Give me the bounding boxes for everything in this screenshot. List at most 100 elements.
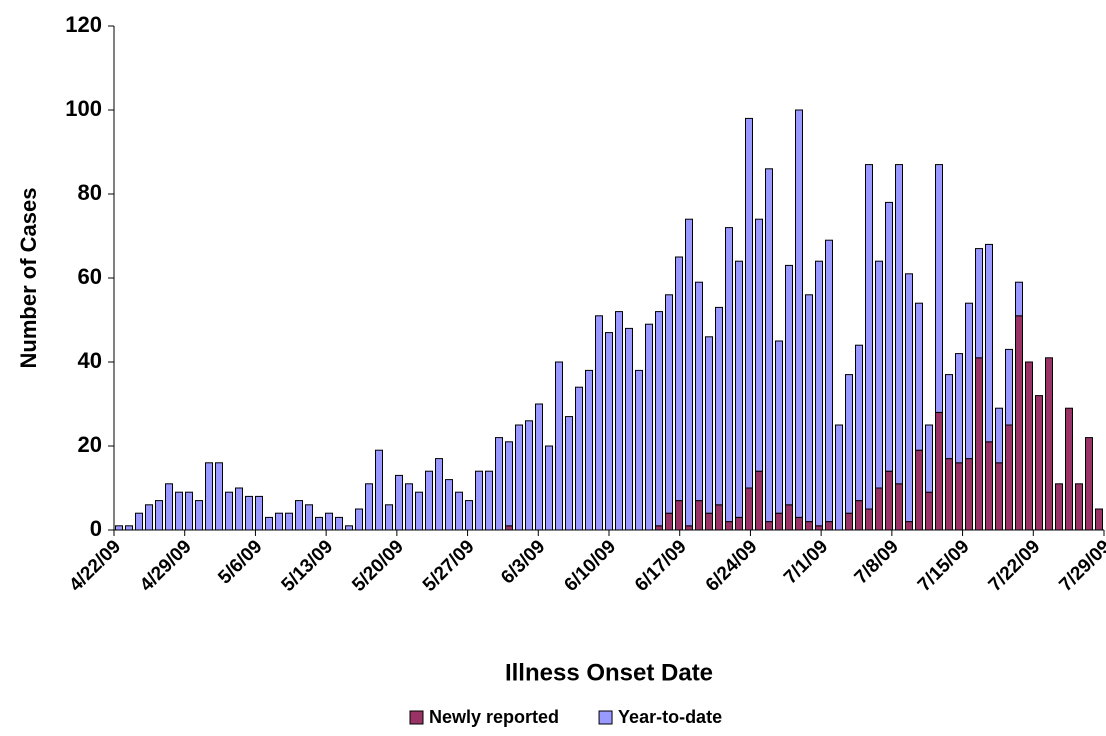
bar-segment xyxy=(555,361,563,531)
bar-segment xyxy=(575,386,583,531)
bar-segment xyxy=(565,416,573,531)
bar-segment xyxy=(115,525,123,531)
bar-segment xyxy=(745,117,753,489)
x-tick-label: 6/24/09 xyxy=(702,536,762,596)
x-tick-label: 6/3/09 xyxy=(497,536,549,588)
x-tick-label: 5/20/09 xyxy=(348,536,408,596)
bar-segment xyxy=(975,357,983,531)
bar-segment xyxy=(725,521,733,531)
bar-segment xyxy=(795,109,803,518)
x-tick-label: 6/17/09 xyxy=(631,536,691,596)
bar-segment xyxy=(145,504,153,531)
bar-segment xyxy=(965,458,973,531)
bar-segment xyxy=(515,424,523,531)
bar-segment xyxy=(915,449,923,531)
bar-segment xyxy=(1095,508,1103,531)
bar-segment xyxy=(345,525,353,531)
bar-segment xyxy=(875,487,883,531)
bar-segment xyxy=(335,516,343,531)
bar-segment xyxy=(1015,281,1023,317)
bar-segment xyxy=(175,491,183,531)
bar-segment xyxy=(815,260,823,527)
bar-segment xyxy=(755,470,763,531)
bar-segment xyxy=(895,483,903,531)
bar-segment xyxy=(905,273,913,523)
bar-segment xyxy=(795,516,803,531)
bar-segment xyxy=(765,521,773,531)
bar-segment xyxy=(765,168,773,523)
bar-segment xyxy=(355,508,363,531)
bar-segment xyxy=(845,374,853,514)
bar-segment xyxy=(615,311,623,531)
bar-segment xyxy=(995,462,1003,531)
x-tick-label: 6/10/09 xyxy=(560,536,620,596)
bar-segment xyxy=(395,474,403,531)
bar-segment xyxy=(205,462,213,531)
bar-segment xyxy=(705,512,713,531)
bar-segment xyxy=(635,369,643,531)
bar-segment xyxy=(135,512,143,531)
bar-segment xyxy=(225,491,233,531)
bar-segment xyxy=(965,302,973,460)
bar-segment xyxy=(585,369,593,531)
bar-segment xyxy=(775,340,783,514)
bar-segment xyxy=(245,495,253,531)
x-tick-label: 7/15/09 xyxy=(914,536,974,596)
bar-segment xyxy=(955,462,963,531)
bar-segment xyxy=(505,525,513,531)
x-tick-label: 5/27/09 xyxy=(419,536,479,596)
bar-segment xyxy=(885,470,893,531)
y-tick-label: 120 xyxy=(65,12,102,37)
bar-segment xyxy=(835,424,843,531)
bar-segment xyxy=(805,521,813,531)
bar-segment xyxy=(955,353,963,464)
bar-segment xyxy=(275,512,283,531)
legend-label: Newly reported xyxy=(429,707,559,727)
bar-segment xyxy=(645,323,653,531)
bar-segment xyxy=(985,243,993,443)
y-tick-label: 20 xyxy=(78,432,102,457)
bar-segment xyxy=(805,294,813,523)
bar-segment xyxy=(735,516,743,531)
bar-segment xyxy=(745,487,753,531)
bar-segment xyxy=(165,483,173,531)
bar-segment xyxy=(825,521,833,531)
bar-segment xyxy=(695,500,703,531)
bar-segment xyxy=(985,441,993,531)
bar-segment xyxy=(715,504,723,531)
bar-segment xyxy=(895,164,903,485)
bar-segment xyxy=(845,512,853,531)
bar-segment xyxy=(265,516,273,531)
bar-segment xyxy=(855,344,863,502)
bar-segment xyxy=(305,504,313,531)
bar-segment xyxy=(455,491,463,531)
bar-segment xyxy=(945,458,953,531)
y-tick-label: 100 xyxy=(65,96,102,121)
bar-segment xyxy=(785,264,793,506)
legend-swatch xyxy=(598,710,613,725)
bar-segment xyxy=(375,449,383,531)
bar-segment xyxy=(825,239,833,523)
bar-segment xyxy=(255,495,263,531)
bar-segment xyxy=(435,458,443,531)
bar-segment xyxy=(155,500,163,531)
bar-segment xyxy=(505,441,513,527)
bar-segment xyxy=(405,483,413,531)
bar-segment xyxy=(1005,424,1013,531)
bar-segment xyxy=(685,218,693,527)
bar-segment xyxy=(1045,357,1053,531)
bar-segment xyxy=(315,516,323,531)
bar-segment xyxy=(665,512,673,531)
bar-segment xyxy=(625,327,633,531)
y-axis-title: Number of Cases xyxy=(16,188,41,369)
bar-segment xyxy=(1075,483,1083,531)
bar-segment xyxy=(1025,361,1033,531)
x-tick-label: 7/1/09 xyxy=(780,536,832,588)
y-tick-label: 80 xyxy=(78,180,102,205)
bar-segment xyxy=(915,302,923,451)
bar-segment xyxy=(725,227,733,523)
y-tick-label: 60 xyxy=(78,264,102,289)
y-tick-label: 40 xyxy=(78,348,102,373)
bar-segment xyxy=(865,508,873,531)
